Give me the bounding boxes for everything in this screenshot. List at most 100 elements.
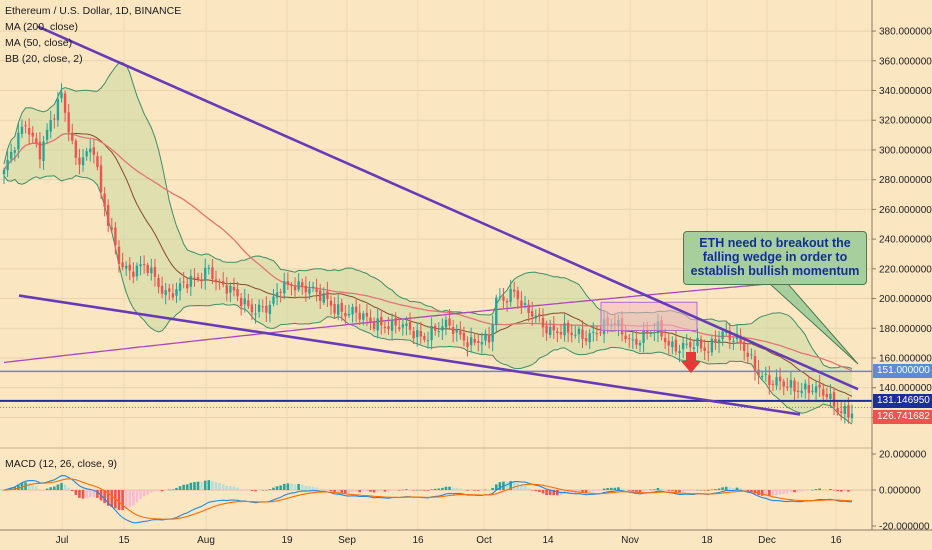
candle-body (674, 339, 678, 352)
candle-body (771, 383, 775, 385)
candle-body (505, 301, 509, 303)
candle-body (13, 150, 16, 153)
ma200-line (3, 275, 853, 364)
macd-histogram-bar (185, 484, 189, 490)
macd-histogram-bar (681, 490, 685, 492)
macd-histogram-bar (689, 490, 692, 492)
macd-histogram-bar (706, 490, 710, 491)
candle-body (358, 312, 361, 320)
y-tick-label: 240.000000 (879, 235, 932, 246)
candle-body (186, 283, 189, 289)
candle-body (78, 157, 81, 165)
macd-histogram-bar (124, 490, 128, 509)
y-tick-label: 200.000000 (879, 294, 932, 305)
candle-body (433, 325, 437, 331)
macd-histogram-bar (581, 490, 584, 493)
macd-histogram-bar (333, 490, 336, 493)
macd-histogram-bar (692, 490, 696, 492)
candle-body (365, 312, 369, 317)
candle-body (692, 347, 696, 350)
x-tick-label: 16 (412, 535, 424, 546)
candle-body (354, 306, 358, 313)
candle-body (473, 338, 476, 343)
macd-histogram-bar (308, 486, 311, 490)
macd-histogram-bar (164, 490, 167, 491)
candle-body (171, 293, 175, 298)
candle-body (56, 99, 60, 121)
candle-body (796, 390, 800, 392)
macd-histogram-bar (548, 490, 552, 496)
candle-body (110, 227, 113, 230)
macd-histogram-bar (178, 486, 182, 490)
macd-histogram-bar (839, 490, 843, 492)
candle-body (132, 271, 135, 277)
candle-body (319, 290, 322, 301)
macd-histogram-bar (552, 490, 556, 496)
candle-body (168, 288, 171, 292)
macd-histogram-bar (78, 490, 81, 498)
candle-body (376, 318, 379, 331)
candle-body (383, 326, 387, 329)
macd-histogram-bar (282, 483, 286, 490)
candle-body (495, 297, 498, 325)
candle-body (31, 132, 34, 137)
candle-body (829, 393, 832, 399)
annotations (0, 25, 872, 416)
macd-histogram-bar (340, 490, 344, 493)
macd-histogram-bar (203, 480, 207, 490)
macd-histogram-bar (617, 487, 620, 490)
x-tick-label: 15 (118, 535, 130, 546)
macd-histogram-bar (638, 490, 642, 493)
macd-histogram-bar (225, 485, 229, 490)
candle-body (160, 285, 164, 294)
candle-body (250, 304, 254, 313)
macd-histogram-bar (92, 490, 96, 498)
macd-histogram-bar (541, 490, 545, 494)
candle-body (301, 282, 304, 287)
macd-histogram-bar (221, 484, 225, 490)
macd-histogram-bar (577, 490, 581, 493)
candle-body (451, 327, 455, 335)
y-tick-label: 300.000000 (879, 145, 932, 156)
candle-body (581, 329, 584, 339)
candle-body (412, 331, 415, 339)
macd-histogram-bar (38, 489, 42, 490)
macd-histogram-bar (595, 490, 599, 491)
candle-body (380, 316, 383, 326)
macd-histogram-bar (379, 490, 383, 492)
wedge-upper-line (37, 25, 859, 391)
candle-body (146, 265, 149, 273)
macd-histogram-bar (408, 489, 412, 490)
macd-histogram-bar (376, 490, 379, 492)
macd-histogram-bar (88, 490, 92, 498)
macd-histogram-bar (591, 490, 595, 492)
candle-body (671, 341, 674, 348)
candle-body (793, 380, 796, 392)
macd-histogram-bar (484, 489, 487, 491)
macd-histogram-bar (850, 490, 854, 492)
candle-body (49, 120, 52, 132)
x-tick-label: Aug (197, 535, 215, 546)
macd-histogram-bar (383, 490, 387, 492)
candle-body (678, 350, 681, 354)
bb-label: BB (20, close, 2) (5, 53, 83, 65)
macd-histogram-bar (139, 490, 142, 500)
candle-body (236, 289, 239, 297)
candle-body (419, 330, 423, 337)
macd-histogram-bar (229, 486, 232, 490)
candle-body (703, 347, 706, 352)
macd-histogram-bar (746, 490, 750, 492)
macd-histogram-bar (663, 489, 667, 491)
candle-body (308, 288, 311, 294)
macd-histogram-bar (771, 490, 775, 497)
candle-body (20, 126, 24, 135)
macd-histogram-bar (275, 486, 279, 490)
candle-body (142, 264, 146, 266)
macd-histogram-bar (326, 489, 329, 491)
macd-histogram-bar (49, 487, 53, 490)
macd-histogram-bar (304, 485, 308, 490)
candle-body (398, 327, 401, 330)
candle-body (523, 303, 527, 306)
y-tick-label: 340.000000 (879, 86, 932, 97)
